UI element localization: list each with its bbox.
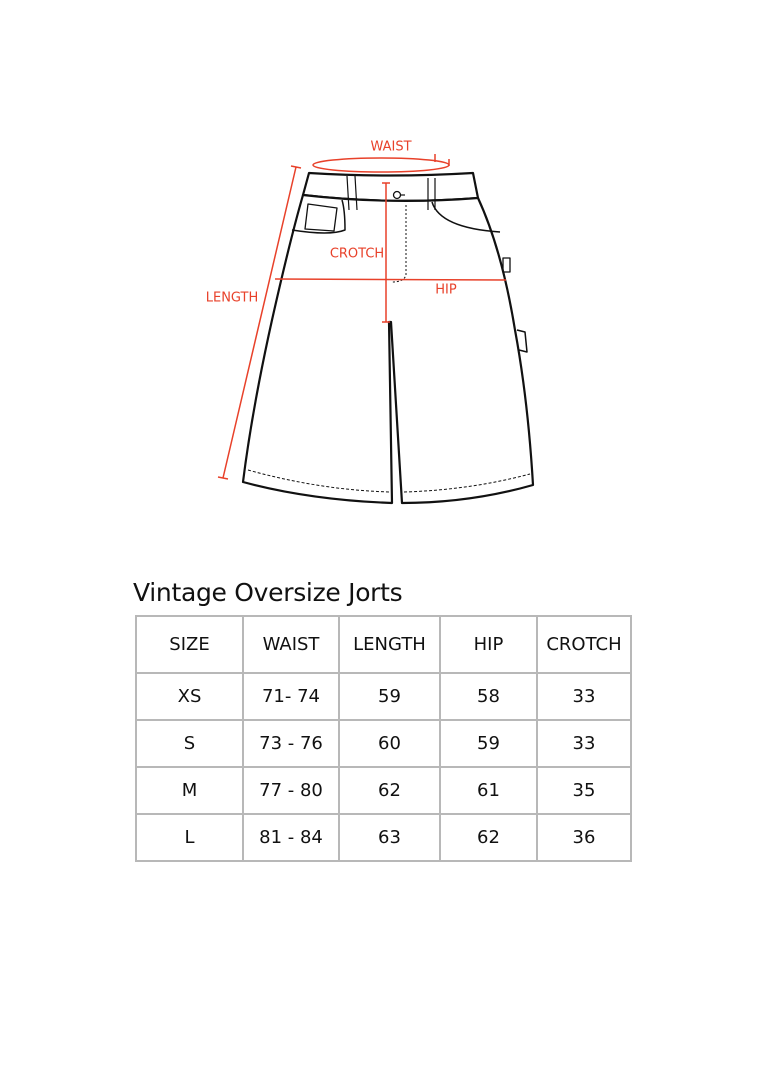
cell-hip: 59 [439,719,538,768]
cell-crotch: 33 [536,719,632,768]
table-row: S 73 - 76 60 59 33 [135,719,632,768]
table-header-row: SIZE WAIST LENGTH HIP CROTCH [135,615,632,674]
cell-hip: 58 [439,672,538,721]
cell-size: S [135,719,244,768]
shorts-outline [241,171,535,505]
waist-measure [312,157,450,173]
cell-length: 59 [338,672,441,721]
table-row: M 77 - 80 62 61 35 [135,766,632,815]
header-waist: WAIST [242,615,340,674]
cell-length: 63 [338,813,441,862]
cell-crotch: 33 [536,672,632,721]
table-row: L 81 - 84 63 62 36 [135,813,632,862]
chart-title: Vintage Oversize Jorts [133,578,403,607]
header-size: SIZE [135,615,244,674]
cell-waist: 77 - 80 [242,766,340,815]
cell-hip: 61 [439,766,538,815]
table-row: XS 71- 74 59 58 33 [135,672,632,721]
waist-label: WAIST [370,139,412,155]
cell-crotch: 35 [536,766,632,815]
header-hip: HIP [439,615,538,674]
header-crotch: CROTCH [536,615,632,674]
cell-waist: 73 - 76 [242,719,340,768]
length-label: LENGTH [205,290,259,306]
measure-lines [217,154,507,480]
crotch-measure [382,182,390,323]
cell-waist: 81 - 84 [242,813,340,862]
cell-hip: 62 [439,813,538,862]
hip-measure [274,278,507,281]
cell-length: 62 [338,766,441,815]
waist-tick [434,154,450,166]
cell-size: XS [135,672,244,721]
size-table: SIZE WAIST LENGTH HIP CROTCH XS 71- 74 5… [135,615,632,862]
cell-waist: 71- 74 [242,672,340,721]
header-length: LENGTH [338,615,441,674]
cell-length: 60 [338,719,441,768]
hip-label: HIP [435,282,457,298]
crotch-label: CROTCH [329,246,385,262]
cell-size: M [135,766,244,815]
cell-crotch: 36 [536,813,632,862]
length-measure [217,165,302,480]
cell-size: L [135,813,244,862]
